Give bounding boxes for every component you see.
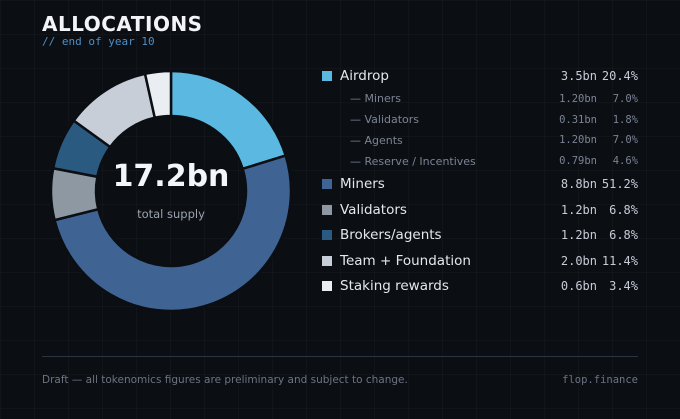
legend-label-team: Team + Foundation [340,252,471,269]
legend-subrow-airdrop-miners: — Miners 1.20bn 7.0% [322,89,640,110]
legend-percent-staking: 3.4% [609,279,638,294]
swatch-airdrop [322,70,332,81]
donut-slice-miners [53,154,293,313]
legend-subrow-airdrop-agents: — Agents 1.20bn 7.0% [322,130,640,151]
legend-subamount: 1.20bn [559,134,597,147]
legend-row-miners: Miners 8.8bn 51.2% [322,172,640,198]
legend-amount-miners: 8.8bn [560,177,597,192]
legend-subpercent: 1.8% [612,113,638,126]
legend-percent-validators: 6.8% [609,202,638,217]
swatch-miners [322,179,332,190]
allocation-legend: Airdrop 3.5bn 20.4% — Miners 1.20bn 7.0%… [322,63,640,299]
footer-divider [42,356,638,357]
legend-sublabel: — Agents [350,133,403,147]
legend-subpercent: 7.0% [612,134,638,147]
legend-sublabel: — Reserve / Incentives [350,154,476,168]
page-subtitle: // end of year 10 [42,35,155,48]
legend-subpercent: 4.6% [612,155,638,168]
legend-percent-team: 11.4% [601,253,638,268]
legend-percent-brokers: 6.8% [609,228,638,243]
legend-amount-airdrop: 3.5bn [560,68,597,83]
swatch-staking [322,281,332,292]
legend-subrow-airdrop-reserve: — Reserve / Incentives 0.79bn 4.6% [322,151,640,172]
legend-percent-miners: 51.2% [601,177,638,192]
legend-label-validators: Validators [340,201,407,218]
footer-disclaimer: Draft — all tokenomics figures are preli… [42,374,408,386]
footer-brand: flop.finance [562,374,638,386]
legend-subamount: 0.31bn [559,113,597,126]
legend-amount-staking: 0.6bn [560,279,597,294]
donut-slice-airdrop [169,69,288,171]
legend-row-validators: Validators 1.2bn 6.8% [322,197,640,223]
legend-amount-team: 2.0bn [560,253,597,268]
legend-row-airdrop: Airdrop 3.5bn 20.4% [322,63,640,89]
legend-sublabel: — Validators [350,113,420,127]
legend-percent-airdrop: 20.4% [601,68,638,83]
legend-label-airdrop: Airdrop [340,67,389,84]
center-total-value: 17.2bn [113,159,230,194]
donut-chart: 17.2bn total supply [49,69,293,313]
swatch-validators [322,204,332,215]
page-title: ALLOCATIONS [42,12,203,36]
center-total-caption: total supply [137,207,205,221]
legend-label-brokers: Brokers/agents [340,227,442,244]
legend-row-brokers: Brokers/agents 1.2bn 6.8% [322,223,640,249]
legend-amount-validators: 1.2bn [560,202,597,217]
legend-row-staking: Staking rewards 0.6bn 3.4% [322,274,640,300]
donut-slice-staking-rewards [143,69,173,120]
swatch-team [322,255,332,266]
legend-row-team: Team + Foundation 2.0bn 11.4% [322,248,640,274]
legend-subamount: 0.79bn [559,155,597,168]
legend-subamount: 1.20bn [559,92,597,105]
legend-sublabel: — Miners [350,92,402,106]
swatch-brokers [322,230,332,241]
legend-label-staking: Staking rewards [340,278,449,295]
legend-subrow-airdrop-validators: — Validators 0.31bn 1.8% [322,109,640,130]
legend-subpercent: 7.0% [612,92,638,105]
legend-label-miners: Miners [340,176,385,193]
legend-amount-brokers: 1.2bn [560,228,597,243]
